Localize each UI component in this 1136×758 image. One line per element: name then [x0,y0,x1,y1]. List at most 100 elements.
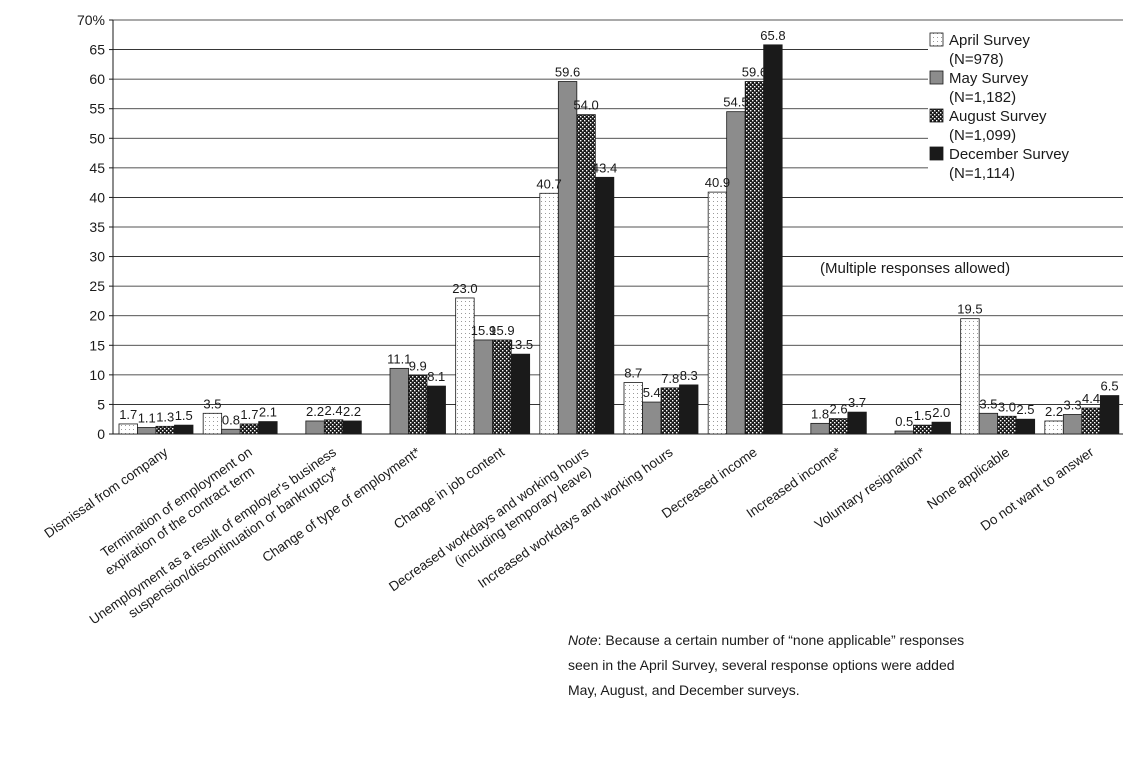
bar-may-survey [1062,414,1083,435]
value-label: 8.3 [680,368,698,383]
bar-may-survey [642,401,662,435]
value-label: 6.5 [1101,379,1119,394]
value-label: 2.2 [1045,404,1063,419]
category-label: None applicable [924,444,1012,512]
y-tick-label: 25 [89,278,105,294]
value-label: 0.8 [222,412,240,427]
bar-december-survey [763,44,783,435]
y-tick-label: 50 [89,130,105,146]
value-label: 2.5 [1016,402,1034,417]
value-label: 3.3 [1064,397,1082,412]
value-labels: 1.7 1.1 1.3 1.53.50.8 1.7 2.1 2.2 2.4 2.211.19.9… [119,28,1118,429]
value-label: 15.9 [471,323,496,338]
y-tick-label: 70% [77,12,105,28]
bar-april-survey [202,412,223,435]
bar-august-survey [492,339,512,435]
bar-december-survey [1099,395,1120,435]
bar-august-survey [913,424,933,435]
value-label: 3.5 [203,396,221,411]
value-label: 15.9 [489,323,514,338]
legend-swatch [929,70,944,85]
bar-april-survey [960,318,980,435]
bar-may-survey [137,427,157,435]
value-label: 3.5 [979,396,997,411]
value-label: 40.7 [536,176,561,191]
y-tick-label: 40 [89,189,105,205]
value-label: 1.8 [811,406,829,421]
value-label: 3.0 [998,399,1016,414]
bar-april-survey [455,297,475,435]
bar-december-survey [426,385,446,435]
value-label: 2.2 [306,404,324,419]
y-tick-label: 10 [89,367,105,383]
value-label: 2.2 [343,404,361,419]
bar-may-survey [894,430,914,435]
legend-swatch [929,32,944,47]
bar-may-survey [221,428,241,435]
y-tick-label: 5 [97,396,105,412]
value-label: 1.3 [156,409,174,424]
value-label: 7.8 [661,371,679,386]
value-label: 13.5 [508,337,533,352]
y-tick-label: 35 [89,219,105,235]
value-label: 3.7 [848,395,866,410]
y-tick-label: 60 [89,71,105,87]
legend: April Survey (N=978) May Survey (N=1,182) Au… [928,28,1123,190]
bar-december-survey [594,176,615,435]
bar-august-survey [239,423,260,435]
bar-august-survey [660,387,680,435]
bar-april-survey [539,192,559,435]
value-label: 65.8 [760,28,785,43]
value-label: 19.5 [957,302,982,317]
annotation-multiple-responses: (Multiple responses allowed) [820,260,1010,277]
value-label: 1.5 [914,408,932,423]
note-label: Note [568,632,598,648]
bar-december-survey [1015,418,1036,435]
legend-entry-name: May Survey [949,70,1029,87]
value-label: 9.9 [409,358,427,373]
bars [118,44,1120,435]
bar-may-survey [726,111,746,435]
value-label: 2.6 [830,402,848,417]
value-label: 54.5 [723,95,748,110]
value-label: 54.0 [573,98,598,113]
value-label: 1.7 [240,407,258,422]
value-label: 8.1 [427,369,445,384]
bar-may-survey [473,339,494,435]
bar-december-survey [174,424,194,435]
value-label: 11.1 [387,351,411,366]
legend-background [928,28,1123,190]
note-line: Note: Because a certain number of “none … [568,632,964,648]
value-label: 4.4 [1082,391,1100,406]
value-label: 59.6 [742,65,767,80]
y-axis: 0 5 10 15 20 25 30 35 40 45 50 55 60 65 70% [77,12,1123,442]
bar-april-survey [1044,420,1064,435]
y-tick-label: 65 [89,42,105,58]
value-label: 1.5 [175,408,193,423]
value-label: 40.9 [705,175,730,190]
value-label: 1.7 [119,407,137,422]
value-label: 1.1 [138,410,156,425]
value-label: 59.6 [555,65,580,80]
bar-may-survey [978,412,999,435]
value-label: 5.4 [643,385,661,400]
value-label: 0.5 [895,414,913,429]
bar-august-survey [828,418,849,435]
value-label: 2.0 [932,405,950,420]
value-label: 23.0 [452,281,477,296]
bar-april-survey [623,382,643,435]
value-label: 8.7 [624,366,642,381]
y-tick-label: 55 [89,101,105,117]
legend-entry-n: (N=1,182) [949,89,1016,106]
y-tick-label: 45 [89,160,105,176]
bar-may-survey [810,422,830,435]
bar-december-survey [510,353,531,435]
legend-entry-name: August Survey [949,108,1047,125]
value-label: 2.4 [325,403,343,418]
bar-august-survey [408,375,428,435]
bar-august-survey [997,415,1017,435]
bar-december-survey [931,421,951,435]
bar-april-survey [707,191,728,435]
